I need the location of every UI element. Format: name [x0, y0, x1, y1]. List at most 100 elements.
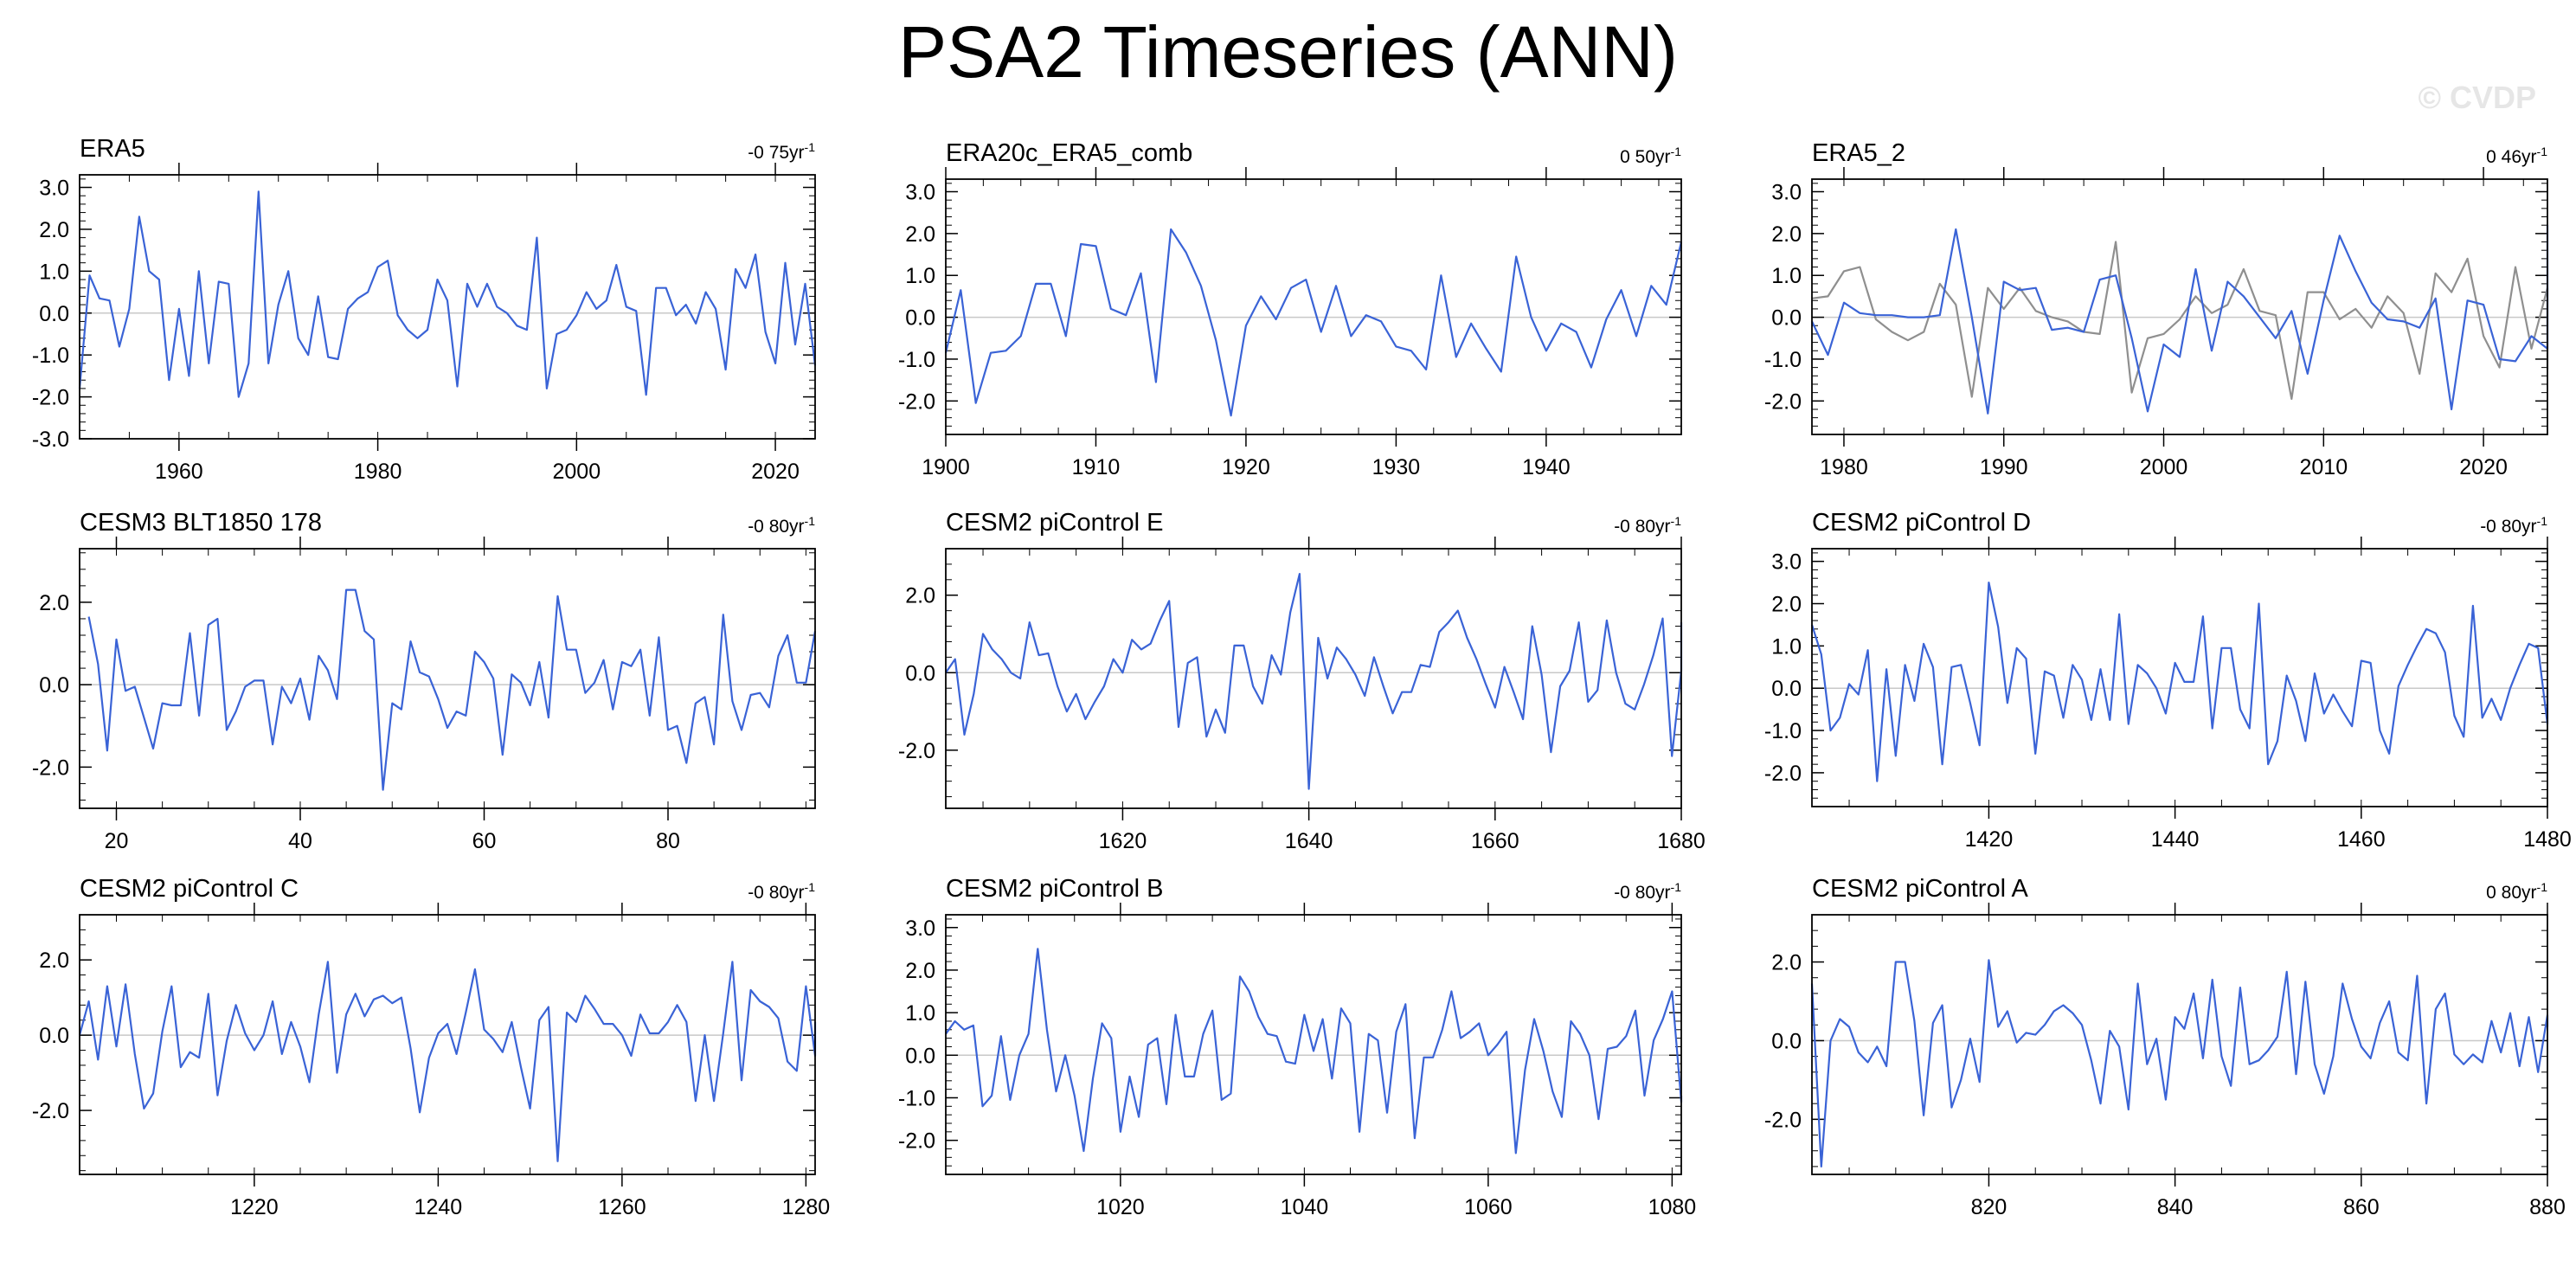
x-tick-label: 1440	[2151, 827, 2200, 852]
x-tick-label: 1240	[414, 1195, 463, 1219]
timeseries-panel: CESM2 piControl A 0 80yr-1 -2.0 0.0 2.0 820 84…	[1743, 863, 2576, 1235]
x-tick-label: 1930	[1372, 455, 1421, 479]
panel-title: ERA5_2	[1812, 139, 1906, 167]
timeseries-panel: CESM2 piControl E -0 80yr-1 -2.0 0.0 2.0 1620…	[877, 497, 1725, 869]
y-tick-label: 3.0	[905, 916, 935, 941]
trend-exponent: -1	[804, 514, 815, 528]
x-tick-label: 80	[656, 829, 680, 853]
series-line	[87, 588, 817, 791]
trend-exponent: -1	[804, 880, 815, 894]
x-tick-label: 2020	[2459, 455, 2508, 479]
trend-exponent: -1	[2536, 880, 2547, 894]
x-tick-label: 2000	[553, 460, 601, 484]
timeseries-panel: CESM2 piControl B -0 80yr-1 -2.0 -1.0 0.0 1.0…	[877, 863, 1725, 1235]
plot-frame	[79, 174, 816, 440]
timeseries-panel: CESM2 piControl D -0 80yr-1 -2.0 -1.0 0.0 1.0…	[1743, 497, 2576, 869]
y-tick-label: -1.0	[898, 1086, 935, 1110]
series-line	[944, 228, 1683, 417]
x-tick-label: 1220	[230, 1195, 279, 1219]
y-tick-label: -1.0	[32, 344, 69, 368]
y-tick-label: -2.0	[32, 386, 69, 410]
y-tick-label: 0.0	[39, 673, 69, 698]
y-tick-label: 2.0	[905, 959, 935, 983]
x-tick-label: 820	[1971, 1195, 2007, 1219]
timeseries-plot: -2.0 -1.0 0.0 1.0 2.0 3.0 1420 1440 1460 1480	[1764, 537, 2572, 852]
x-tick-label: 1990	[1980, 455, 2028, 479]
y-tick-label: 2.0	[39, 218, 69, 242]
x-tick-label: 1980	[354, 460, 402, 484]
plot-frame	[1811, 178, 2548, 435]
trend-label: 0 50yr-1	[1620, 145, 1681, 168]
trend-value: -0 80yr	[1614, 517, 1671, 537]
trend-label: -0 80yr-1	[748, 514, 815, 537]
timeseries-plot: -2.0 0.0 2.0 820 840 860 880	[1764, 903, 2566, 1219]
y-tick-label: 1.0	[1771, 264, 1802, 288]
trend-exponent: -1	[2536, 514, 2547, 528]
trend-exponent: -1	[2536, 145, 2547, 158]
y-tick-label: -2.0	[1764, 389, 1802, 414]
panel-title: CESM2 piControl C	[80, 875, 299, 903]
y-tick-label: 0.0	[905, 306, 935, 331]
x-tick-label: 1980	[1820, 455, 1868, 479]
y-tick-label: 2.0	[1771, 951, 1802, 975]
plot-frame	[1811, 548, 2548, 807]
x-tick-label: 1460	[2337, 827, 2386, 852]
series-line	[945, 948, 1683, 1154]
x-tick-label: 1640	[1285, 829, 1333, 853]
timeseries-panel: ERA5 -0 75yr-1 -3.0 -2.0 -1.0 0.0 1.0 2.0 3.0 196…	[10, 123, 858, 495]
page-title: PSA2 Timeseries (ANN)	[898, 11, 1678, 93]
y-tick-label: 3.0	[905, 181, 935, 205]
x-tick-label: 20	[105, 829, 129, 853]
panel-title: CESM3 BLT1850 178	[80, 509, 322, 537]
x-tick-label: 1420	[1965, 827, 2014, 852]
x-tick-label: 1060	[1464, 1195, 1513, 1219]
x-tick-label: 1280	[782, 1195, 831, 1219]
trend-value: -0 80yr	[1614, 883, 1671, 903]
series-line	[1810, 581, 2549, 782]
timeseries-plot: -3.0 -2.0 -1.0 0.0 1.0 2.0 3.0 1960 1980 2000 2020	[32, 163, 817, 484]
panel-title: CESM2 piControl D	[1812, 509, 2032, 537]
y-tick-label: 3.0	[39, 177, 69, 201]
y-tick-label: 2.0	[905, 222, 935, 247]
x-tick-label: 1900	[922, 455, 970, 479]
x-tick-label: 1620	[1099, 829, 1147, 853]
x-tick-label: 880	[2529, 1195, 2566, 1219]
trend-value: -0 80yr	[748, 883, 805, 903]
trend-value: -0 80yr	[748, 517, 805, 537]
series-line	[945, 572, 1683, 790]
y-tick-label: 0.0	[905, 1044, 935, 1068]
plot-frame	[79, 914, 816, 1175]
plot-frame	[945, 548, 1682, 809]
y-tick-label: -3.0	[32, 428, 69, 452]
y-tick-label: -2.0	[898, 389, 935, 414]
trend-label: -0 80yr-1	[2480, 514, 2547, 537]
x-tick-label: 840	[2157, 1195, 2194, 1219]
trend-value: -0 80yr	[2480, 517, 2537, 537]
y-tick-label: 2.0	[39, 591, 69, 615]
x-tick-label: 1020	[1096, 1195, 1145, 1219]
timeseries-panel: ERA20c_ERA5_comb 0 50yr-1 -2.0 -1.0 0.0 1.0 2.…	[877, 123, 1725, 495]
x-tick-label: 1910	[1072, 455, 1121, 479]
trend-value: 0 80yr	[2486, 883, 2537, 903]
timeseries-panel: ERA5_2 0 46yr-1 -2.0 -1.0 0.0 1.0 2.0 3.0 1980 19…	[1743, 123, 2576, 495]
x-tick-label: 1960	[155, 460, 203, 484]
timeseries-plot: -2.0 0.0 2.0 1220 1240 1260 1280	[32, 903, 831, 1219]
x-tick-label: 1260	[598, 1195, 646, 1219]
timeseries-plot: -2.0 0.0 2.0 1620 1640 1660 1680	[898, 537, 1706, 853]
series-line	[78, 190, 817, 398]
series-line	[1811, 224, 2549, 415]
timeseries-plot: -2.0 0.0 2.0 20 40 60 80	[32, 537, 817, 853]
panel-title: CESM2 piControl E	[946, 509, 1164, 537]
x-tick-label: 1940	[1522, 455, 1571, 479]
x-tick-label: 2000	[2140, 455, 2188, 479]
timeseries-plot: -2.0 -1.0 0.0 1.0 2.0 3.0 1020 1040 1060 1080	[898, 903, 1696, 1219]
y-tick-label: 0.0	[1771, 306, 1802, 331]
y-tick-label: -2.0	[32, 1099, 69, 1123]
x-tick-label: 2010	[2299, 455, 2348, 479]
plot-frame	[79, 548, 816, 809]
y-tick-label: 1.0	[905, 1001, 935, 1026]
y-tick-label: -1.0	[1764, 348, 1802, 372]
x-tick-label: 1040	[1281, 1195, 1329, 1219]
x-tick-label: 40	[288, 829, 312, 853]
y-tick-label: 0.0	[39, 302, 69, 326]
